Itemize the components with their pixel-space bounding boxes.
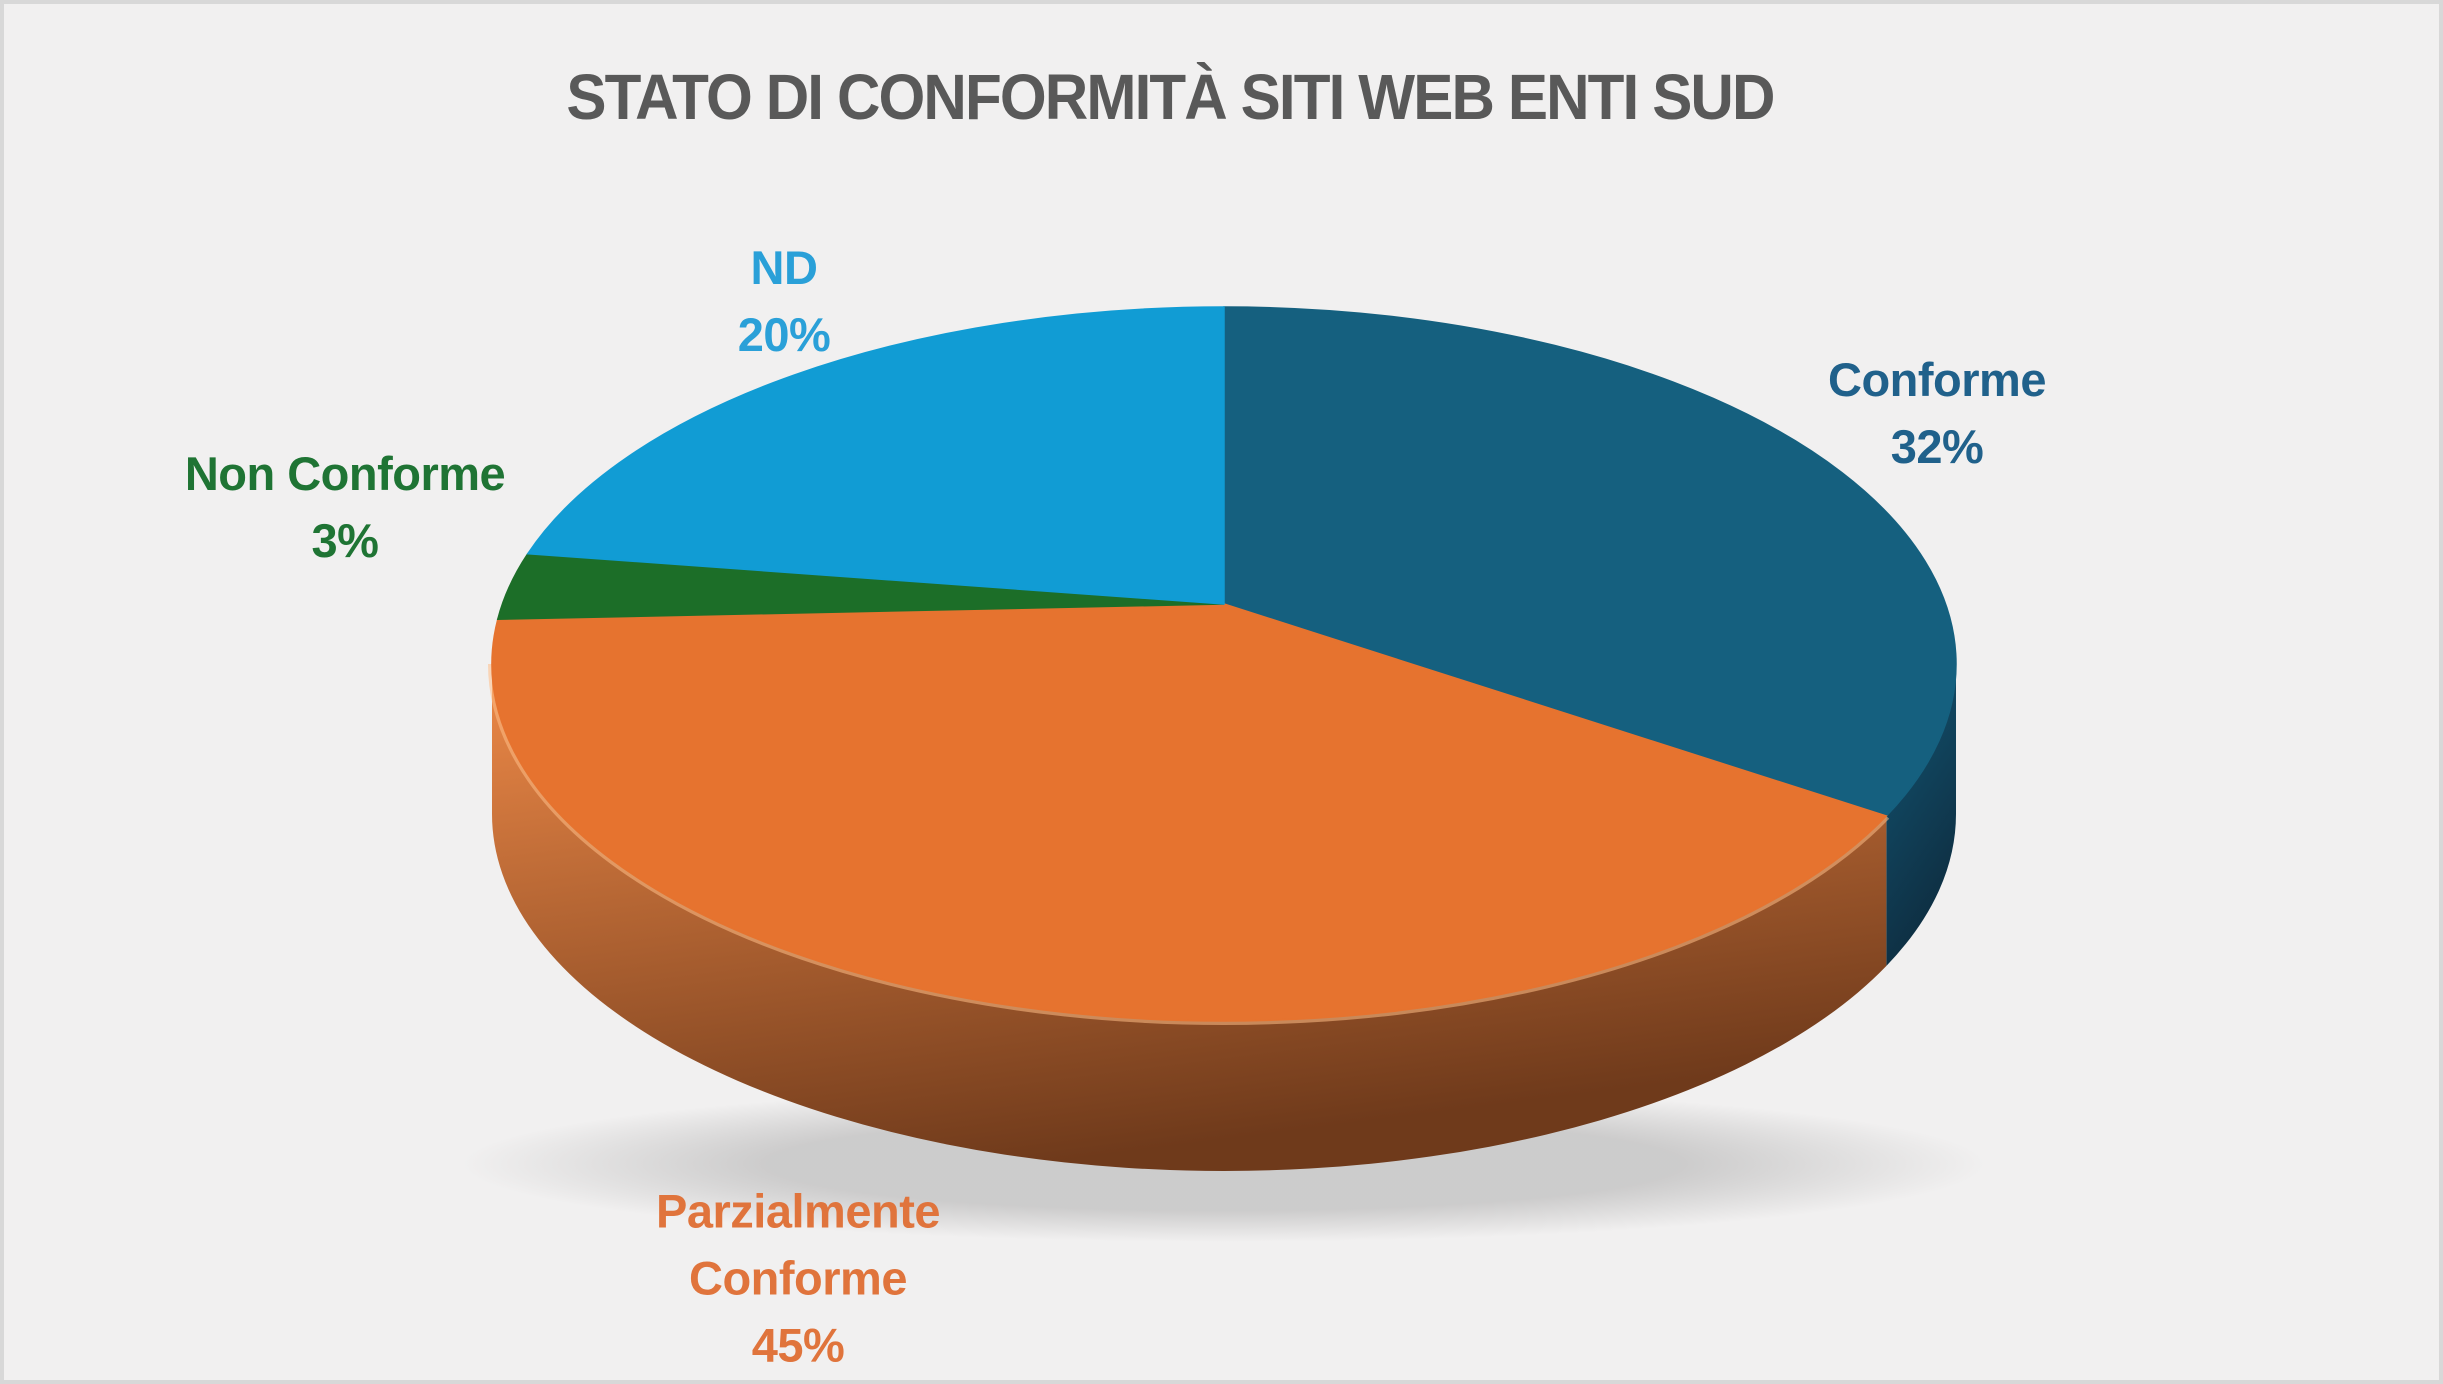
pie-slice-parzialmente-conforme[interactable] <box>491 603 1888 1022</box>
slice-label-name: ND <box>750 241 818 294</box>
pie-slice-nd[interactable] <box>526 306 1225 605</box>
slice-label-pct: 45% <box>751 1318 845 1372</box>
slice-label-pct: 32% <box>1890 420 1984 473</box>
slice-label-pct: 20% <box>737 308 831 361</box>
chart-title: STATO DI CONFORMITÀ SITI WEB ENTI SUD <box>566 61 1775 133</box>
slice-label-non-conforme: Non Conforme 3% <box>184 440 506 574</box>
pie-slice-side-parzialmente-conforme[interactable] <box>492 664 1887 1171</box>
slice-label-name: Conforme <box>689 1251 907 1305</box>
slice-label-name: Parzialmente <box>656 1184 940 1238</box>
slice-label-conforme: Conforme 32% <box>1828 346 2046 480</box>
slice-label-name: Non Conforme <box>184 447 506 500</box>
slice-label-pct: 3% <box>311 514 379 567</box>
pie-chart <box>462 306 1986 1242</box>
slice-label-parzialmente-conforme: Parzialmente Conforme 45% <box>656 1178 940 1379</box>
slice-label-nd: ND 20% <box>738 234 831 368</box>
pie-slice-conforme[interactable] <box>1223 306 1957 817</box>
pie-slice-side-conforme[interactable] <box>1886 664 1956 966</box>
slice-label-name: Conforme <box>1828 353 2046 406</box>
